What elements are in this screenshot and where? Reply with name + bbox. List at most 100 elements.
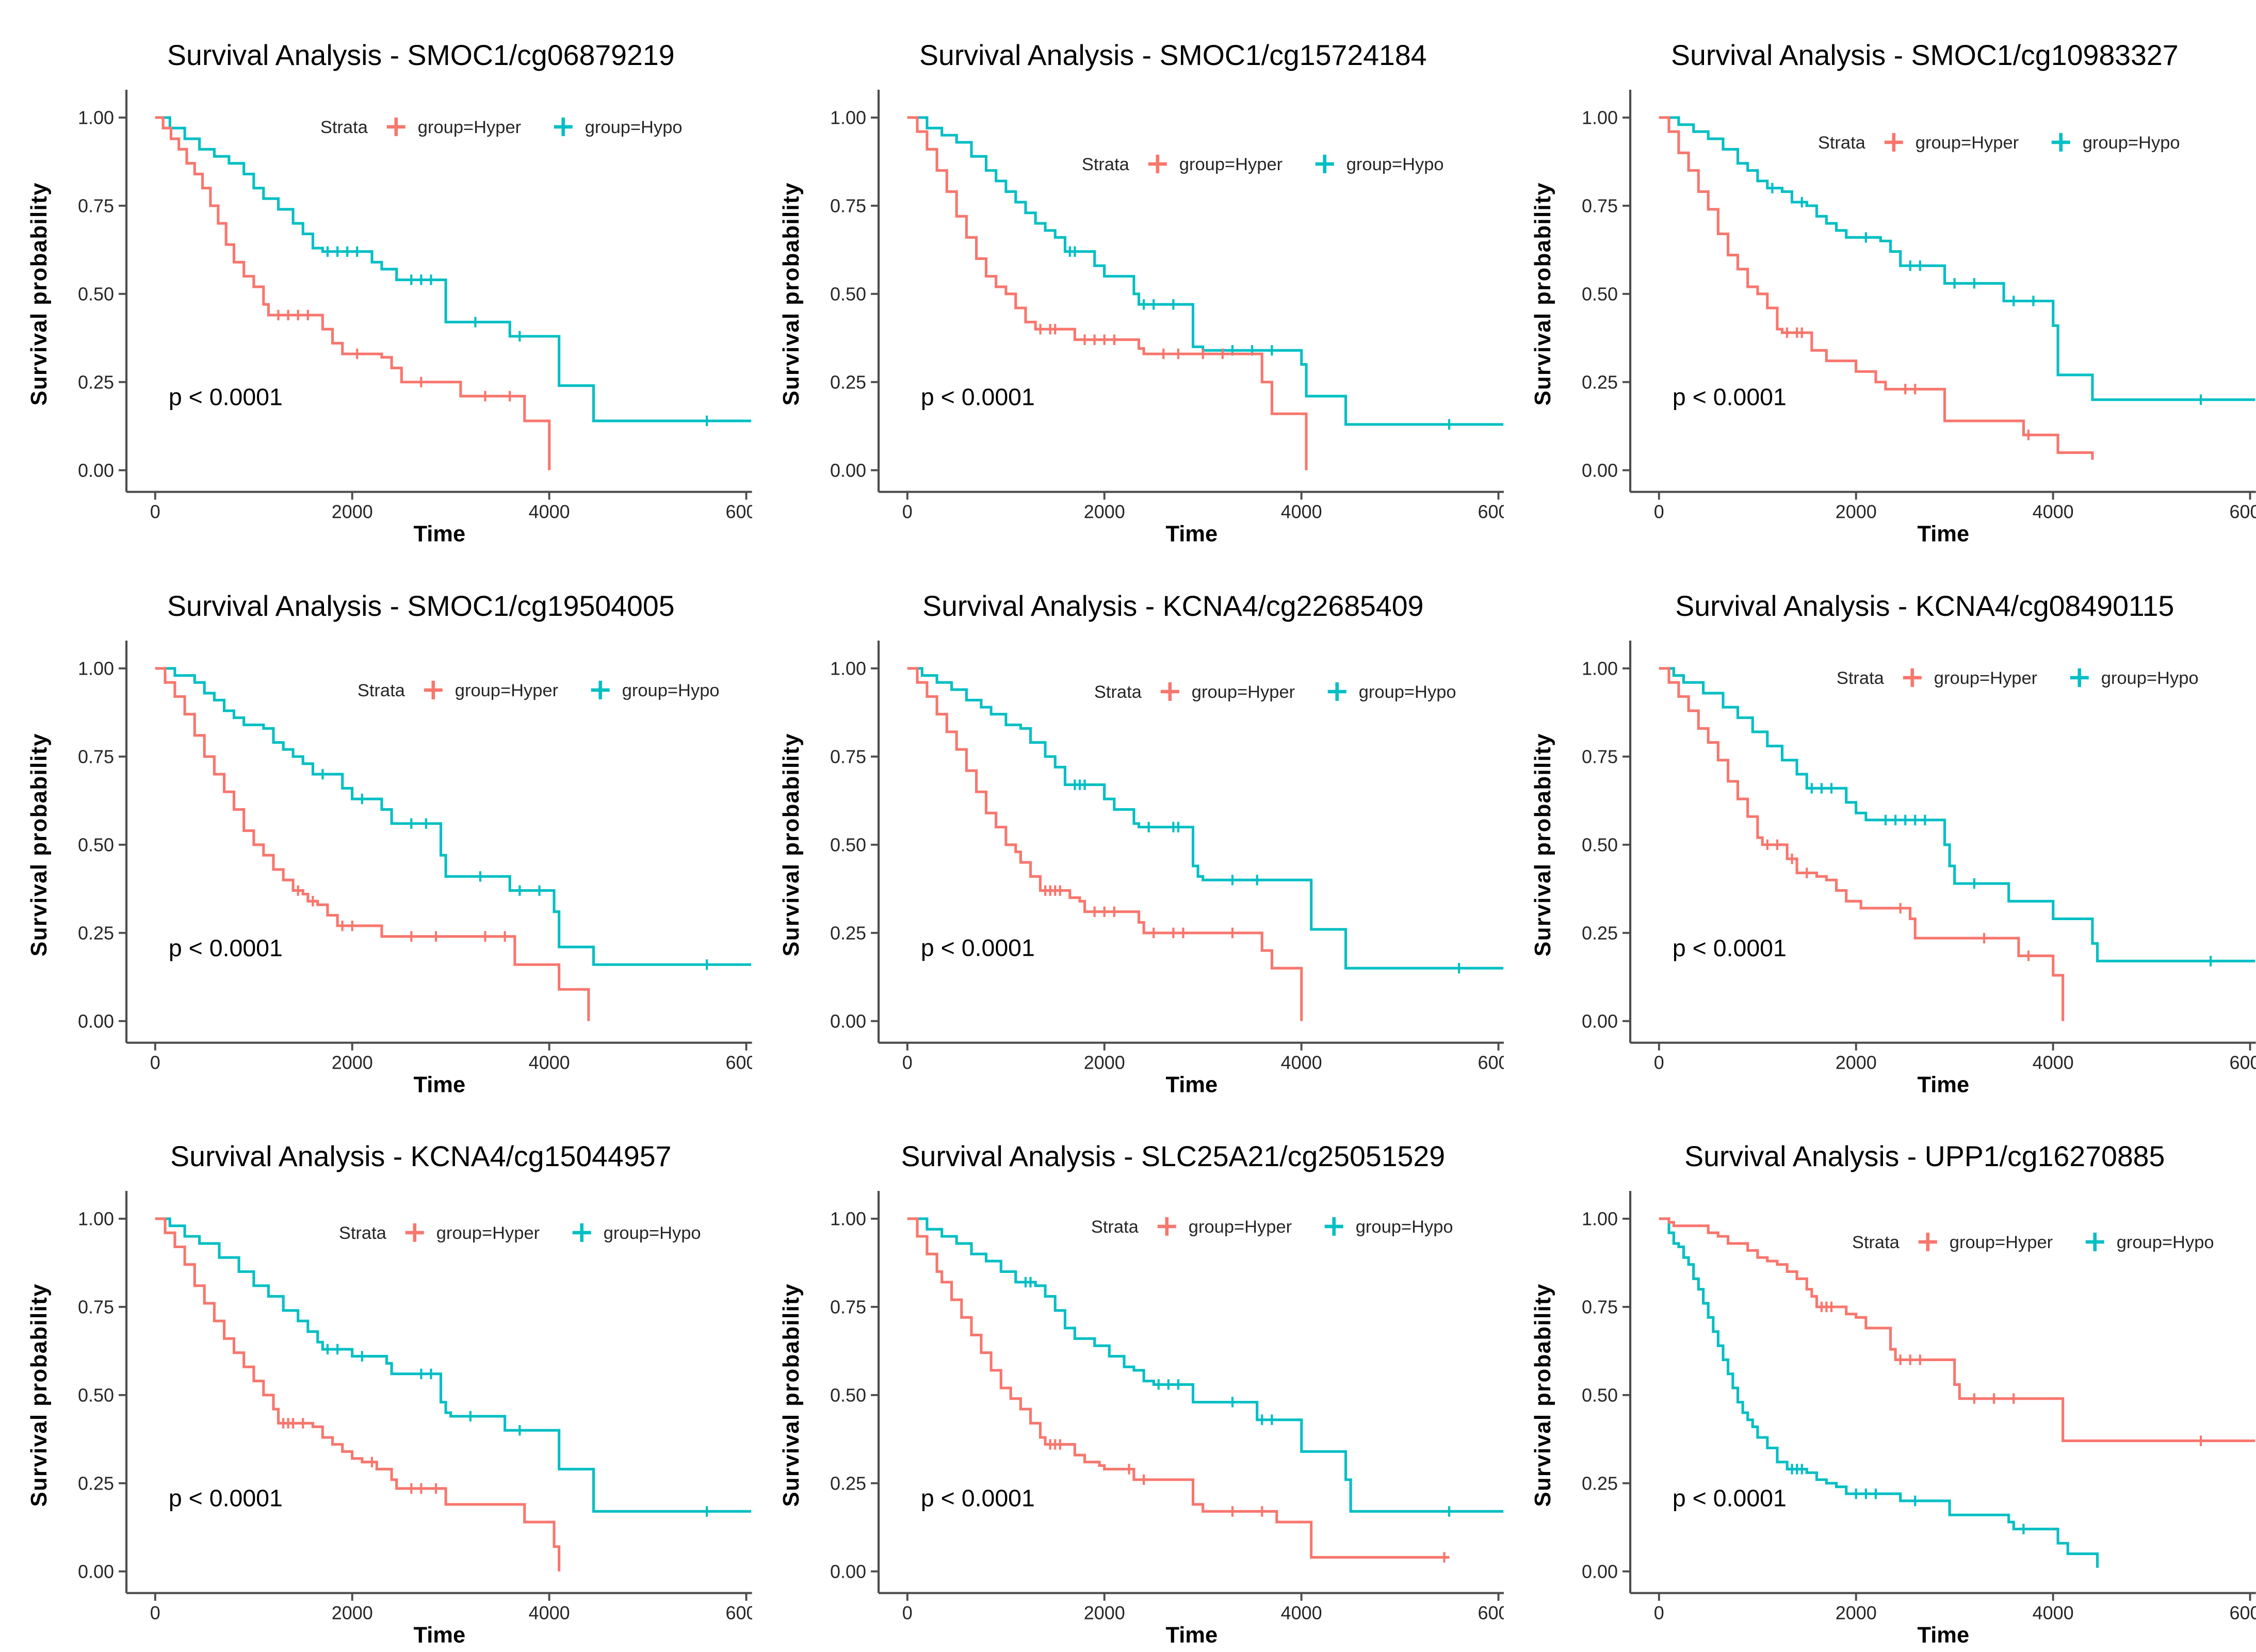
legend-strata-label: Strata [1818,133,1866,153]
y-tick-label: 0.00 [78,1010,114,1032]
x-tick-label: 2000 [332,501,373,522]
x-tick-label: 6000 [2230,1602,2256,1624]
p-value-label: p < 0.0001 [169,1485,283,1512]
p-value-label: p < 0.0001 [921,1485,1035,1512]
hyper-curve [1659,1217,2255,1443]
panel-title: Survival Analysis - SMOC1/cg06879219 [167,39,675,71]
y-tick-label: 0.00 [1582,460,1618,481]
y-tick-label: 0.25 [1582,1473,1618,1494]
x-tick-label: 0 [1654,1052,1664,1073]
x-tick-label: 4000 [529,501,570,522]
hypo-curve [1659,1217,2099,1568]
panel-title: Survival Analysis - UPP1/cg16270885 [1685,1140,2165,1172]
km-chart-svg: Survival Analysis - SMOC1/cg15724184 Surv… [752,0,1504,551]
y-tick-label: 0.75 [1582,195,1618,216]
hyper-curve [1659,116,2094,460]
hypo-curve [1659,116,2255,401]
legend-strata-label: Strata [1094,682,1142,702]
y-tick-label: 0.75 [1582,746,1618,767]
km-chart-svg: Survival Analysis - KCNA4/cg15044957 Surv… [0,1101,752,1652]
legend-hypo-label: group=Hypo [1355,1217,1453,1237]
x-axis-label: Time [1918,1072,1970,1097]
x-axis-label: Time [1165,1623,1218,1648]
y-tick-label: 0.25 [1582,922,1618,943]
km-chart-svg: Survival Analysis - SMOC1/cg06879219 Surv… [0,0,752,551]
x-tick-label: 4000 [1280,1602,1322,1624]
x-tick-label: 6000 [726,501,752,522]
x-tick-label: 0 [902,501,912,522]
panel-title: Survival Analysis - SMOC1/cg15724184 [919,39,1427,71]
y-tick-label: 0.50 [78,283,114,304]
x-tick-label: 2000 [332,1052,373,1073]
legend-hyper-label: group=Hyper [1916,133,2019,153]
legend-hyper-label: group=Hyper [1950,1233,2053,1252]
x-tick-label: 6000 [1478,501,1504,522]
x-axis-label: Time [413,522,465,547]
y-tick-label: 1.00 [78,658,114,679]
y-tick-label: 0.75 [78,1297,114,1318]
hypo-curve [907,116,1503,426]
plot-background [1504,550,2256,1102]
y-tick-label: 0.25 [830,922,866,943]
legend-hyper-label: group=Hyper [1934,668,2037,688]
legend-hypo-label: group=Hypo [2083,133,2180,153]
hyper-curve [155,667,590,1021]
y-axis-label: Survival probability [779,182,804,405]
y-tick-label: 0.50 [830,1385,866,1406]
km-chart-svg: Survival Analysis - UPP1/cg16270885 Survi… [1504,1101,2256,1652]
km-panel-5: Survival Analysis - KCNA4/cg22685409 Surv… [752,550,1504,1102]
legend-hypo-label: group=Hypo [1358,682,1456,702]
y-tick-label: 0.75 [830,1297,866,1318]
hypo-curve [1659,667,2255,962]
legend-hypo-label: group=Hypo [2101,668,2199,688]
legend-strata-label: Strata [320,118,368,137]
legend-strata-label: Strata [339,1223,387,1243]
x-tick-label: 2000 [1836,1052,1877,1073]
x-axis-label: Time [1165,522,1218,547]
y-tick-label: 0.00 [1582,1561,1618,1582]
x-tick-label: 4000 [2033,1052,2074,1073]
p-value-label: p < 0.0001 [921,384,1035,411]
panel-title: Survival Analysis - KCNA4/cg08490115 [1676,590,2174,622]
y-tick-label: 0.50 [1582,1385,1618,1406]
panel-title: Survival Analysis - SMOC1/cg10983327 [1671,39,2179,71]
km-panel-2: Survival Analysis - SMOC1/cg15724184 Surv… [752,0,1504,551]
legend-strata-label: Strata [1852,1233,1900,1252]
y-tick-label: 0.25 [830,371,866,392]
x-tick-label: 0 [902,1602,912,1624]
y-tick-label: 0.50 [78,1385,114,1406]
y-axis-label: Survival probability [1531,182,1555,405]
y-tick-label: 1.00 [1582,1208,1618,1230]
x-tick-label: 2000 [1083,1052,1125,1073]
x-tick-label: 2000 [1083,501,1125,522]
x-tick-label: 2000 [1083,1602,1125,1624]
legend-hyper-label: group=Hyper [455,681,558,700]
legend-strata-label: Strata [1082,155,1130,174]
y-tick-label: 0.00 [78,1561,114,1582]
x-tick-label: 4000 [529,1052,570,1073]
y-axis-label: Survival probability [27,1283,52,1507]
x-tick-label: 0 [1654,1602,1664,1624]
hyper-curve [155,116,551,470]
x-tick-label: 0 [150,1052,160,1073]
legend-hyper-label: group=Hyper [1188,1217,1291,1237]
legend-hyper-label: group=Hyper [1191,682,1294,702]
p-value-label: p < 0.0001 [169,934,283,961]
x-axis-label: Time [1165,1072,1218,1097]
y-tick-label: 0.75 [78,746,114,767]
x-tick-label: 0 [902,1052,912,1073]
x-tick-label: 2000 [1836,1602,1877,1624]
km-panel-4: Survival Analysis - SMOC1/cg19504005 Surv… [0,550,752,1102]
p-value-label: p < 0.0001 [921,934,1035,961]
km-chart-svg: Survival Analysis - KCNA4/cg08490115 Surv… [1504,550,2256,1102]
panel-title: Survival Analysis - SLC25A21/cg25051529 [901,1140,1445,1172]
y-tick-label: 0.00 [830,1561,866,1582]
km-chart-svg: Survival Analysis - KCNA4/cg22685409 Surv… [752,550,1504,1102]
x-axis-label: Time [1918,522,1970,547]
y-tick-label: 0.50 [78,834,114,855]
km-chart-svg: Survival Analysis - SMOC1/cg19504005 Surv… [0,550,752,1102]
y-axis-label: Survival probability [779,1283,804,1507]
y-tick-label: 1.00 [1582,107,1618,128]
legend-strata-label: Strata [1091,1217,1139,1237]
